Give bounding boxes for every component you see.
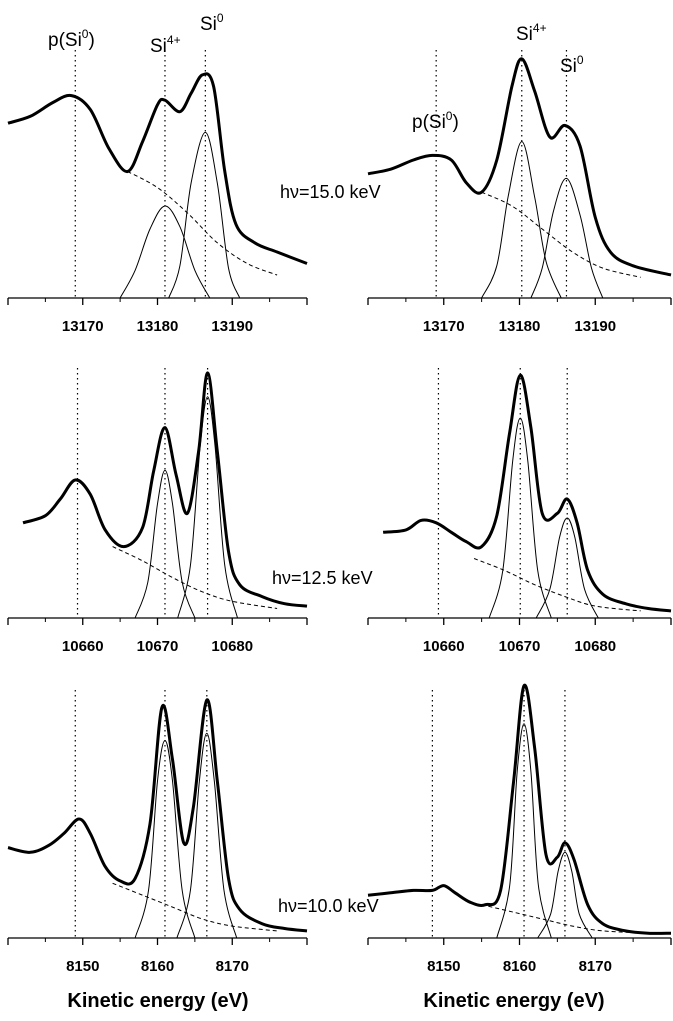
measured-spectrum-line — [367, 57, 672, 277]
spectrum-panel: 8150 8160 8170 hν=10.0 keV — [7, 690, 379, 975]
x-axis-title-left: Kinetic energy (eV) — [67, 990, 248, 1012]
fit-component-line — [488, 417, 552, 619]
x-tick-label: 8170 — [579, 958, 612, 975]
fit-component-line — [535, 517, 599, 619]
background-dashed-line — [127, 171, 278, 276]
fit-component-line — [134, 739, 196, 939]
peak-label: Si0 — [200, 11, 224, 35]
fit-component-line — [177, 396, 238, 619]
x-axis-title-right: Kinetic energy (eV) — [423, 990, 604, 1012]
measured-spectrum-line — [22, 371, 308, 608]
measured-spectrum-line — [7, 698, 308, 933]
x-tick-label: 13170 — [423, 318, 465, 335]
x-tick-label: 10660 — [62, 638, 104, 655]
measured-spectrum-line — [7, 72, 308, 265]
fit-component-line — [530, 177, 604, 299]
peak-label: Si4+ — [516, 21, 547, 45]
photon-energy-label: hν=10.0 keV — [278, 896, 379, 916]
spectrum-panel: 8150 8160 8170 — [367, 683, 672, 975]
peak-label: p(Si0) — [48, 27, 95, 51]
spectrum-panel: 13170 13180 13190 p(Si0) Si4+ Si0 — [367, 21, 672, 335]
photon-energy-label: hν=12.5 keV — [272, 568, 373, 588]
x-tick-label: 8150 — [66, 958, 99, 975]
x-tick-label: 8150 — [427, 958, 460, 975]
x-tick-label: 10680 — [574, 638, 616, 655]
peak-label: Si0 — [560, 53, 584, 77]
fit-component-line — [168, 131, 241, 299]
x-tick-label: 13170 — [62, 318, 104, 335]
fit-component-line — [176, 732, 238, 939]
background-dashed-line — [112, 546, 278, 609]
x-tick-label: 10670 — [137, 638, 179, 655]
x-tick-label: 13180 — [137, 318, 179, 335]
x-tick-label: 10660 — [423, 638, 465, 655]
x-tick-label: 13180 — [499, 318, 541, 335]
fit-component-line — [481, 141, 562, 299]
peak-label: p(Si0) — [412, 109, 459, 133]
x-tick-label: 10670 — [499, 638, 541, 655]
spectrum-panel: 10660 10670 10680 hν=12.5 keV — [7, 368, 373, 655]
photon-energy-label: hν=15.0 keV — [280, 182, 381, 202]
fit-component-line — [119, 205, 211, 299]
peak-label: Si4+ — [150, 33, 181, 57]
fit-component-line — [537, 851, 593, 939]
spectrum-panel: 13170 13180 13190 hν=15.0 keV p(Si0) Si4+ Si0 — [7, 11, 381, 335]
x-tick-label: 8170 — [216, 958, 249, 975]
fit-component-line — [496, 723, 552, 939]
background-dashed-line — [473, 558, 641, 612]
x-tick-label: 13190 — [574, 318, 616, 335]
background-dashed-line — [481, 904, 649, 934]
x-tick-label: 13190 — [211, 318, 253, 335]
measured-spectrum-line — [382, 373, 672, 613]
x-tick-label: 8160 — [503, 958, 536, 975]
measured-spectrum-line — [367, 683, 672, 935]
background-dashed-line — [112, 882, 278, 932]
x-tick-label: 8160 — [141, 958, 174, 975]
spectrum-panel: 10660 10670 10680 — [367, 368, 672, 655]
background-dashed-line — [481, 191, 641, 278]
x-tick-label: 10680 — [211, 638, 253, 655]
